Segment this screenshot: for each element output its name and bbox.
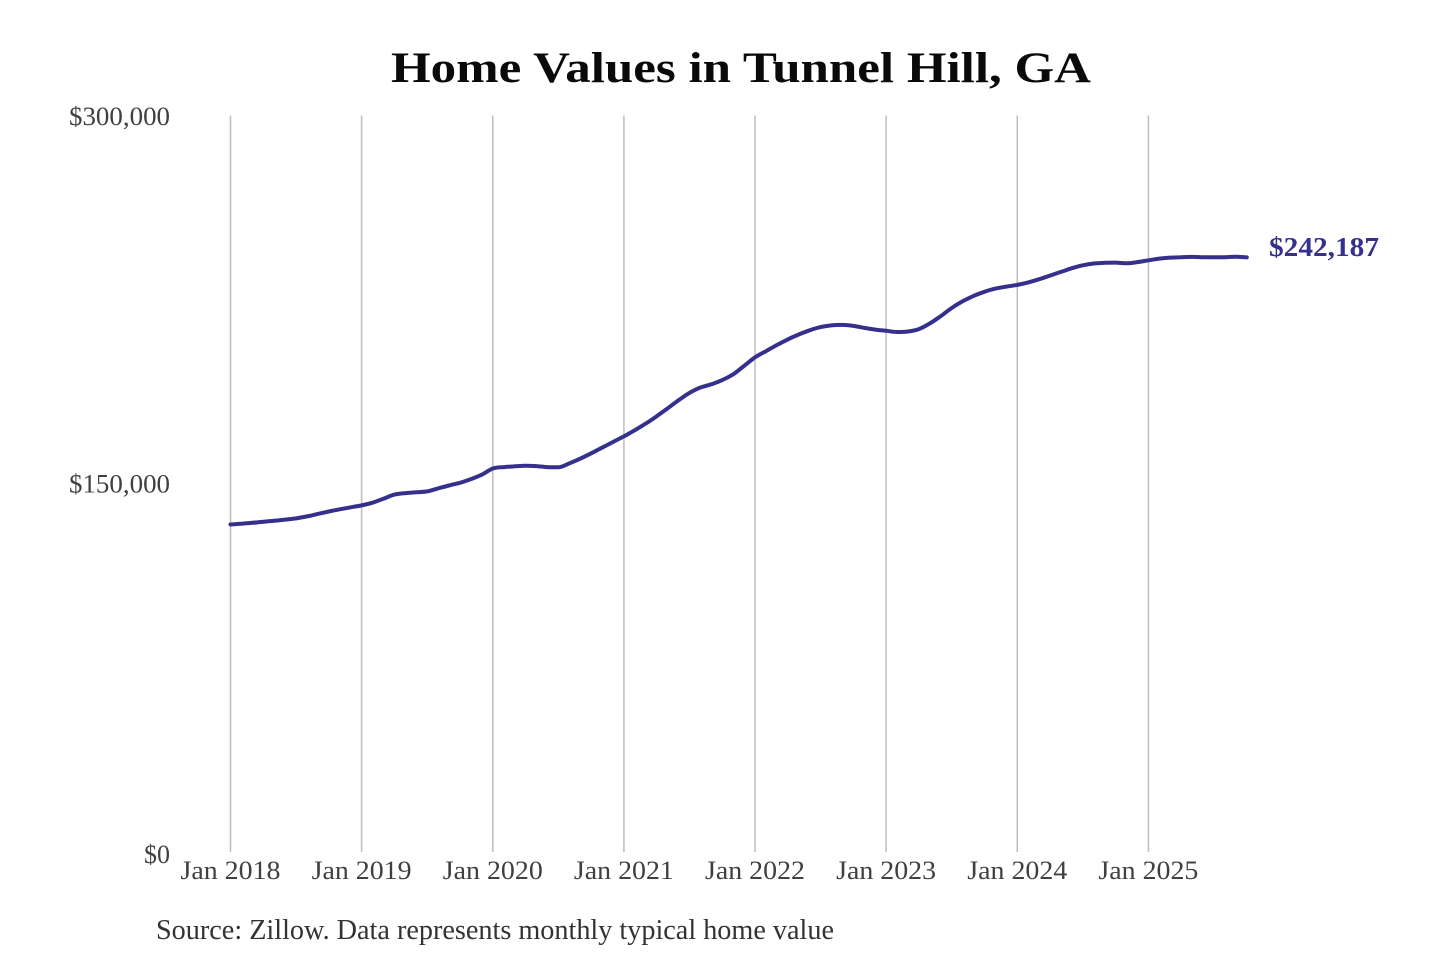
svg-text:Home Values in Tunnel Hill, GA: Home Values in Tunnel Hill, GA — [391, 45, 1091, 92]
svg-text:$0: $0 — [144, 840, 170, 869]
svg-text:Jan 2022: Jan 2022 — [705, 856, 805, 885]
svg-text:Jan 2023: Jan 2023 — [836, 856, 936, 885]
svg-text:Jan 2018: Jan 2018 — [181, 856, 281, 885]
svg-text:Jan 2019: Jan 2019 — [312, 856, 412, 885]
svg-text:$242,187: $242,187 — [1269, 231, 1379, 262]
svg-text:Source: Zillow. Data represent: Source: Zillow. Data represents monthly … — [156, 914, 834, 946]
svg-text:Jan 2025: Jan 2025 — [1098, 856, 1198, 885]
svg-text:$300,000: $300,000 — [69, 102, 170, 131]
svg-text:Jan 2021: Jan 2021 — [574, 856, 674, 885]
svg-text:Jan 2020: Jan 2020 — [443, 856, 543, 885]
svg-text:$150,000: $150,000 — [69, 470, 170, 499]
svg-text:Jan 2024: Jan 2024 — [967, 856, 1067, 885]
